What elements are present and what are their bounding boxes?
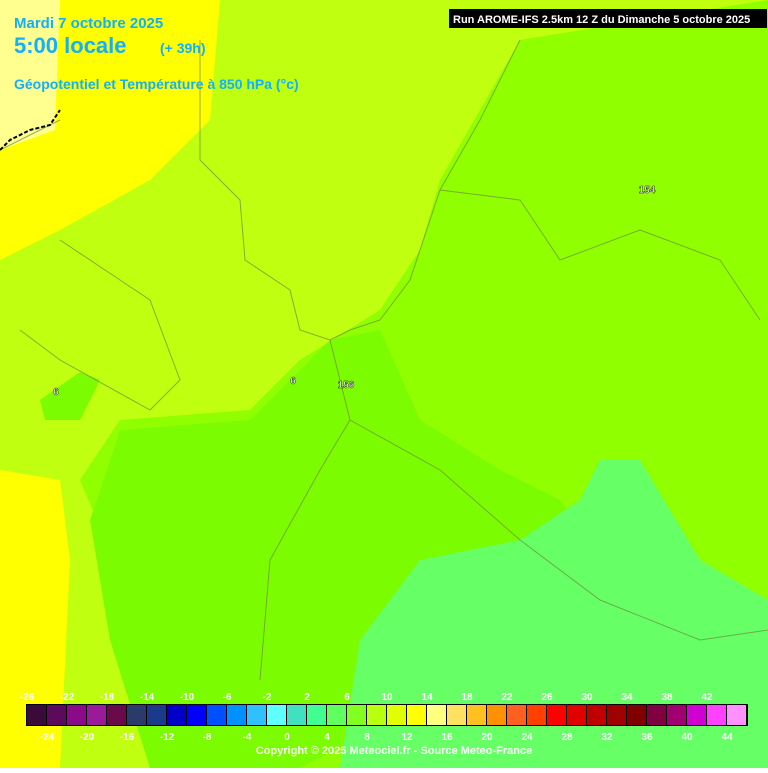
colorbar-label: -10 xyxy=(180,692,195,703)
border-line xyxy=(19,189,761,411)
field-title: Géopotentiel et Température à 850 hPa (°… xyxy=(14,76,299,92)
colorbar-label: 36 xyxy=(641,732,653,743)
color-swatch xyxy=(547,705,566,725)
colorbar-label: 2 xyxy=(304,692,310,703)
color-swatch xyxy=(567,705,586,725)
cool-patch xyxy=(40,372,100,420)
colorbar-label: -12 xyxy=(160,732,175,743)
forecast-date: Mardi 7 octobre 2025 xyxy=(14,15,163,32)
color-swatch xyxy=(407,705,426,725)
color-swatch xyxy=(507,705,526,725)
color-swatch xyxy=(607,705,626,725)
colorbar-label: -26 xyxy=(20,692,35,703)
border-line xyxy=(259,339,768,681)
colorbar-label: -16 xyxy=(120,732,135,743)
color-swatch xyxy=(87,705,106,725)
color-swatch xyxy=(287,705,306,725)
colorbar-label: -6 xyxy=(223,692,232,703)
color-swatch xyxy=(587,705,606,725)
colorbar-label: -4 xyxy=(243,732,252,743)
colorbar-label: 42 xyxy=(701,692,713,703)
colorbar-label: -20 xyxy=(80,732,95,743)
contour-label: 156 xyxy=(338,380,355,391)
color-swatch xyxy=(687,705,706,725)
colorbar-label: 24 xyxy=(521,732,533,743)
coolest-area xyxy=(340,460,768,768)
colorbar-label: 12 xyxy=(401,732,413,743)
color-swatch xyxy=(67,705,86,725)
colorbar-label: -8 xyxy=(203,732,212,743)
color-swatch xyxy=(647,705,666,725)
colorbar-label: 38 xyxy=(661,692,673,703)
color-swatch xyxy=(27,705,46,725)
colorbar-label: 8 xyxy=(364,732,370,743)
color-swatch xyxy=(167,705,186,725)
colorbar-label: 30 xyxy=(581,692,593,703)
color-swatch xyxy=(707,705,726,725)
colorbar-label: -2 xyxy=(263,692,272,703)
colorbar-label: 44 xyxy=(721,732,733,743)
color-swatch xyxy=(267,705,286,725)
colorbar-label: -14 xyxy=(140,692,155,703)
colorbar-label: 0 xyxy=(284,732,290,743)
coastline xyxy=(0,109,61,151)
contour-label: 6 xyxy=(53,387,59,398)
colorbar-label: -22 xyxy=(60,692,75,703)
colorbar-label: 4 xyxy=(324,732,330,743)
colorbar-label: 28 xyxy=(561,732,573,743)
color-swatch xyxy=(527,705,546,725)
colorbar: -26-24-22-20-18-16-14-12-10-8-6-4-202468… xyxy=(20,692,748,743)
warmest-area xyxy=(0,0,60,150)
run-info: Run AROME-IFS 2.5km 12 Z du Dimanche 5 o… xyxy=(453,14,750,26)
colorbar-label: 18 xyxy=(461,692,473,703)
color-swatch xyxy=(127,705,146,725)
color-swatch xyxy=(227,705,246,725)
forecast-lead: (+ 39h) xyxy=(160,40,206,56)
colorbar-label: 16 xyxy=(441,732,453,743)
warm-area-south xyxy=(0,470,70,768)
color-swatch xyxy=(247,705,266,725)
colorbar-label: 22 xyxy=(501,692,513,703)
color-swatch xyxy=(727,705,746,725)
colorbar-label: 10 xyxy=(381,692,393,703)
contour-label: 154 xyxy=(639,185,656,196)
color-swatch xyxy=(307,705,326,725)
run-box xyxy=(449,9,767,28)
color-swatch xyxy=(347,705,366,725)
colorbar-label: -24 xyxy=(40,732,55,743)
colorbar-label: 6 xyxy=(344,692,350,703)
color-swatch xyxy=(187,705,206,725)
color-swatch xyxy=(487,705,506,725)
colorbar-label: 34 xyxy=(621,692,633,703)
forecast-time: 5:00 locale xyxy=(14,33,127,58)
color-swatch xyxy=(427,705,446,725)
color-swatch xyxy=(467,705,486,725)
copyright: Copyright © 2025 Meteociel.fr - Source M… xyxy=(256,745,532,757)
contour-labels: 154 156 6 6 xyxy=(53,185,656,398)
color-swatch xyxy=(447,705,466,725)
color-swatch xyxy=(367,705,386,725)
color-swatch xyxy=(667,705,686,725)
color-swatch xyxy=(627,705,646,725)
contour-label: 6 xyxy=(290,376,296,387)
colorbar-label: -18 xyxy=(100,692,115,703)
color-swatch xyxy=(207,705,226,725)
colorbar-label: 26 xyxy=(541,692,553,703)
colorbar-label: 14 xyxy=(421,692,433,703)
color-swatch xyxy=(327,705,346,725)
colorbar-label: 20 xyxy=(481,732,493,743)
color-swatch xyxy=(47,705,66,725)
color-swatch xyxy=(387,705,406,725)
colorbar-label: 40 xyxy=(681,732,693,743)
colorbar-label: 32 xyxy=(601,732,613,743)
color-swatch xyxy=(147,705,166,725)
color-swatch xyxy=(107,705,126,725)
